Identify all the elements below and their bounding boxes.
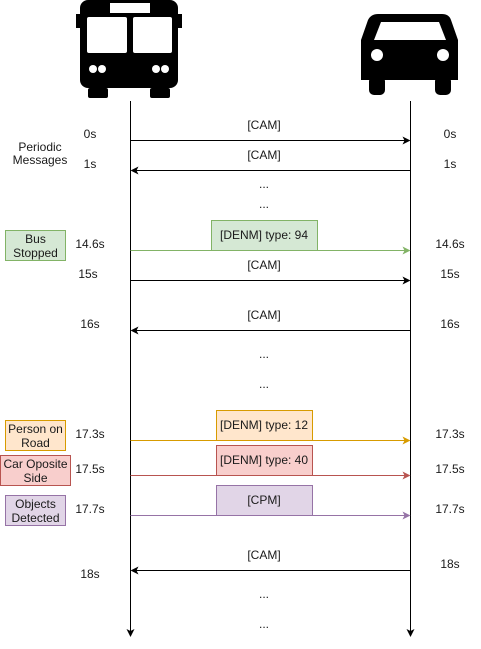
- bus-stopped-box: Bus Stopped: [5, 230, 66, 261]
- car-time-label: 17.7s: [435, 502, 465, 516]
- ellipsis: ...: [258, 377, 270, 391]
- message-label-cam-1: [CAM]: [247, 148, 281, 162]
- message-label-cam-15: [CAM]: [247, 258, 281, 272]
- ellipsis: ...: [258, 197, 270, 211]
- car-time-label: 18s: [440, 557, 460, 571]
- bus-time-label: 17.5s: [75, 462, 105, 476]
- message-label-denm-94: [DENM] type: 94: [219, 228, 309, 242]
- car-time-label: 16s: [440, 317, 460, 331]
- bus-time-label: 17.7s: [75, 502, 105, 516]
- message-label-denm-40: [DENM] type: 40: [219, 453, 309, 467]
- objects-detected-label: Objects Detected: [11, 496, 60, 525]
- ellipsis: ...: [258, 587, 270, 601]
- message-label-cam-18: [CAM]: [247, 548, 281, 562]
- car-opposite-side-box: Car Oposite Side: [0, 455, 71, 486]
- periodic-messages-label: Periodic Messages: [12, 140, 68, 167]
- car-icon: [361, 14, 458, 95]
- message-label-cam-16: [CAM]: [247, 308, 281, 322]
- car-time-label: 1s: [443, 157, 457, 171]
- bus-time-label: 14.6s: [75, 237, 105, 251]
- message-label-cpm: [CPM]: [247, 493, 281, 507]
- car-opposite-side-label: Car Oposite Side: [3, 456, 68, 485]
- message-label-denm-12: [DENM] type: 12: [219, 418, 309, 432]
- bus-time-label: 17.3s: [75, 427, 105, 441]
- denm-12-box: [216, 410, 313, 441]
- cpm-box: [216, 485, 313, 516]
- bus-time-label: 0s: [83, 127, 97, 141]
- bus-icon: [76, 0, 182, 98]
- ellipsis: ...: [258, 617, 270, 631]
- car-time-label: 15s: [440, 267, 460, 281]
- person-on-road-box: Person on Road: [5, 420, 66, 451]
- bus-stopped-label: Bus Stopped: [13, 231, 58, 260]
- car-time-label: 17.3s: [435, 427, 465, 441]
- car-time-label: 17.5s: [435, 462, 465, 476]
- message-label-cam-0: [CAM]: [247, 118, 281, 132]
- car-time-label: 0s: [443, 127, 457, 141]
- person-on-road-label: Person on Road: [8, 421, 63, 450]
- bus-time-label: 1s: [83, 157, 97, 171]
- denm-94-box: [211, 220, 318, 251]
- bus-time-label: 15s: [78, 267, 98, 281]
- ellipsis: ...: [258, 177, 270, 191]
- bus-time-label: 18s: [80, 567, 100, 581]
- car-time-label: 14.6s: [435, 237, 465, 251]
- objects-detected-box: Objects Detected: [5, 495, 66, 526]
- ellipsis: ...: [258, 347, 270, 361]
- bus-time-label: 16s: [80, 317, 100, 331]
